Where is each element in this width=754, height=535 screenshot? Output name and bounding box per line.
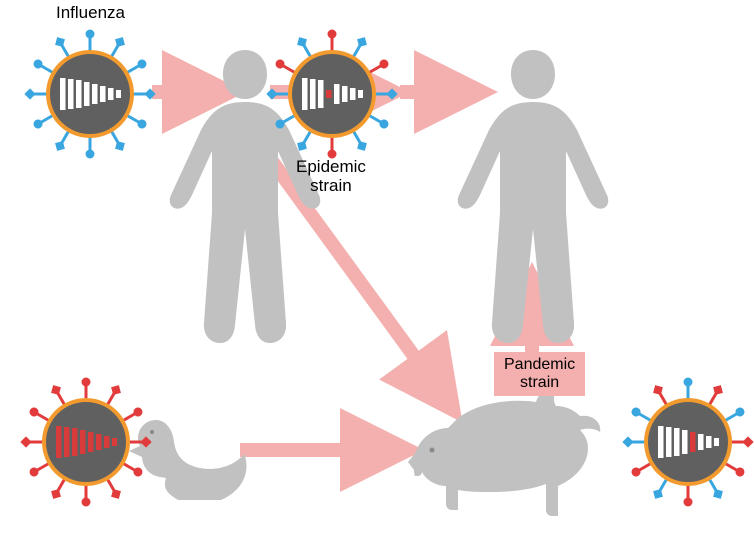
virus-avian-icon: [16, 372, 156, 512]
human-right-icon: [448, 50, 618, 350]
virus-epidemic-icon: [262, 24, 402, 164]
label-pandemic: Pandemic strain: [494, 352, 585, 396]
label-epidemic: Epidemic strain: [296, 158, 366, 195]
virus-influenza-icon: [20, 24, 160, 164]
label-influenza: Influenza: [56, 4, 125, 23]
virus-pandemic-icon: [618, 372, 754, 512]
diagram-stage: Influenza Epidemic strain Pandemic strai…: [0, 0, 754, 535]
pig-icon: [408, 388, 608, 518]
